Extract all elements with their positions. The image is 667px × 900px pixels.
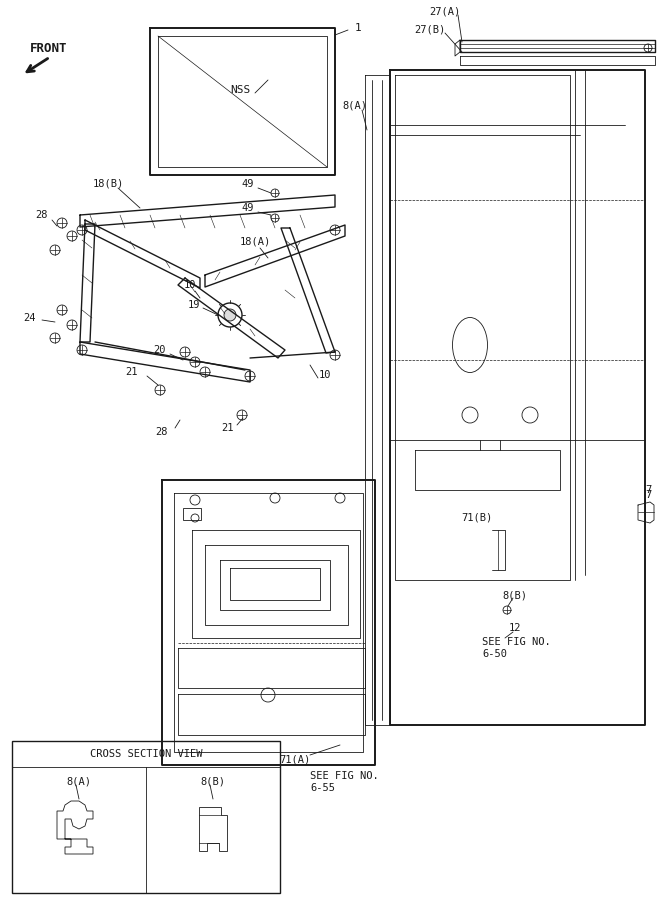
Text: 71(A): 71(A) [279,755,311,765]
Text: 12: 12 [509,623,521,633]
Text: 71(B): 71(B) [462,513,493,523]
Text: 18(A): 18(A) [239,237,271,247]
Text: 7: 7 [645,485,651,495]
Text: CROSS SECTION VIEW: CROSS SECTION VIEW [90,749,202,759]
Text: 8(B): 8(B) [502,590,528,600]
Circle shape [224,309,236,321]
Text: 8(A): 8(A) [67,776,91,786]
Text: 28: 28 [36,210,48,220]
Text: 18(B): 18(B) [92,178,123,188]
Text: 8(A): 8(A) [342,100,368,110]
Text: 21: 21 [221,423,234,433]
Text: 49: 49 [241,179,254,189]
Text: 8(B): 8(B) [201,776,225,786]
Bar [183,508,201,520]
Text: 10: 10 [183,280,196,290]
Text: 1: 1 [355,23,362,33]
Text: FRONT: FRONT [30,41,67,55]
Text: 27(A): 27(A) [430,7,461,17]
Text: SEE FIG NO.
6-50: SEE FIG NO. 6-50 [482,637,551,659]
Text: 19: 19 [187,300,200,310]
Text: 49: 49 [241,203,254,213]
Text: 20: 20 [154,345,166,355]
Text: SEE FIG NO.
6-55: SEE FIG NO. 6-55 [310,771,379,793]
Text: 24: 24 [24,313,36,323]
Text: 28: 28 [156,427,168,437]
Bar [12,741,280,893]
Text: 7: 7 [645,490,651,500]
Text: 10: 10 [319,370,331,380]
Text: 21: 21 [126,367,138,377]
Text: 27(B): 27(B) [414,25,446,35]
Text: NSS: NSS [230,85,250,95]
